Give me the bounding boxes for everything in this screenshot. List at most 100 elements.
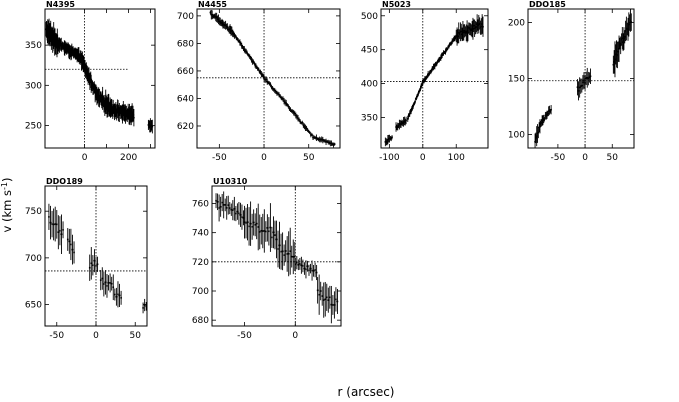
data-point: [51, 223, 53, 225]
data-point: [450, 42, 453, 44]
data-point: [460, 30, 463, 33]
data-point: [426, 74, 429, 77]
data-point: [217, 18, 220, 21]
y-tick-label: 640: [177, 94, 194, 104]
data-point: [255, 222, 258, 225]
data-point: [269, 83, 272, 86]
data-point: [578, 86, 581, 89]
data-point: [327, 299, 330, 301]
data-point: [448, 45, 450, 48]
data-point: [230, 208, 233, 211]
x-axis-label: r (arcsec): [338, 385, 395, 399]
panel-title: DDO189: [46, 177, 83, 186]
data-point: [621, 37, 624, 40]
data-point: [576, 86, 579, 89]
data-point: [70, 243, 72, 246]
data-point: [413, 102, 416, 105]
data-point: [630, 21, 633, 23]
data-point: [313, 136, 316, 139]
data-point: [550, 108, 552, 111]
panels-group: N4395 0 200 250 300 350 N4455 -50 0 50 620 640 660 68…: [25, 0, 635, 341]
data-point: [219, 206, 222, 208]
data-point: [314, 269, 316, 271]
data-point: [408, 114, 410, 117]
data-point: [145, 305, 148, 308]
data-point: [96, 263, 99, 266]
data-point: [293, 112, 296, 115]
data-point: [88, 266, 91, 269]
data-point: [269, 226, 272, 229]
data-point: [467, 32, 469, 35]
data-point: [235, 212, 237, 215]
data-point: [428, 73, 430, 76]
data-point: [120, 297, 122, 299]
data-point: [99, 279, 102, 281]
data-point: [236, 37, 239, 40]
data-point: [220, 22, 222, 24]
data-point: [277, 92, 279, 95]
y-tick-label: 680: [192, 316, 209, 326]
data-point: [441, 54, 443, 56]
data-point: [317, 138, 320, 141]
data-point: [400, 123, 402, 126]
data-point: [616, 54, 619, 56]
data-point: [316, 137, 319, 140]
data-point: [303, 125, 306, 128]
data-point: [397, 124, 400, 127]
data-point: [225, 25, 228, 28]
data-point: [481, 23, 483, 25]
data-point: [428, 72, 431, 75]
data-point: [436, 60, 439, 63]
data-point: [410, 110, 412, 113]
data-point: [415, 97, 418, 99]
data-point: [440, 55, 443, 57]
data-point: [586, 76, 589, 79]
y-axis-label-sup: -1: [0, 182, 9, 190]
data-point: [480, 25, 483, 28]
data-point: [233, 34, 236, 37]
data-point: [239, 41, 241, 44]
data-point: [474, 26, 477, 29]
data-point: [112, 286, 115, 289]
data-point: [73, 251, 75, 254]
data-point: [214, 15, 216, 18]
data-point: [622, 41, 624, 43]
data-point: [251, 60, 254, 63]
data-point: [276, 92, 278, 95]
data-point: [439, 57, 441, 60]
data-point: [239, 214, 242, 216]
data-point: [457, 32, 460, 34]
data-point: [386, 141, 388, 143]
data-point: [57, 231, 60, 234]
y-tick-label: 740: [192, 229, 209, 239]
data-point: [619, 44, 622, 47]
data-point: [314, 137, 317, 139]
data-point: [292, 111, 295, 114]
panel-title: N4395: [46, 0, 75, 9]
data-point: [285, 102, 287, 104]
data-point: [401, 122, 404, 125]
data-point: [287, 252, 290, 255]
y-tick-label: 720: [192, 258, 209, 268]
data-point: [68, 240, 71, 243]
data-point: [547, 110, 550, 112]
data-point: [589, 75, 592, 78]
data-point: [300, 264, 303, 267]
data-point: [302, 124, 305, 127]
data-point: [290, 255, 293, 258]
data-point: [218, 207, 220, 209]
data-point: [329, 296, 331, 299]
data-point: [306, 129, 309, 131]
data-point: [235, 37, 238, 39]
data-point: [231, 32, 234, 34]
data-point: [236, 210, 239, 213]
data-point: [319, 139, 322, 141]
data-point: [385, 140, 387, 143]
y-tick-label: 100: [508, 131, 525, 141]
data-point: [133, 116, 135, 119]
data-point: [227, 204, 230, 206]
data-point: [255, 65, 257, 68]
y-tick-label: 150: [508, 75, 525, 85]
data-point: [49, 221, 52, 224]
data-point: [387, 137, 390, 140]
